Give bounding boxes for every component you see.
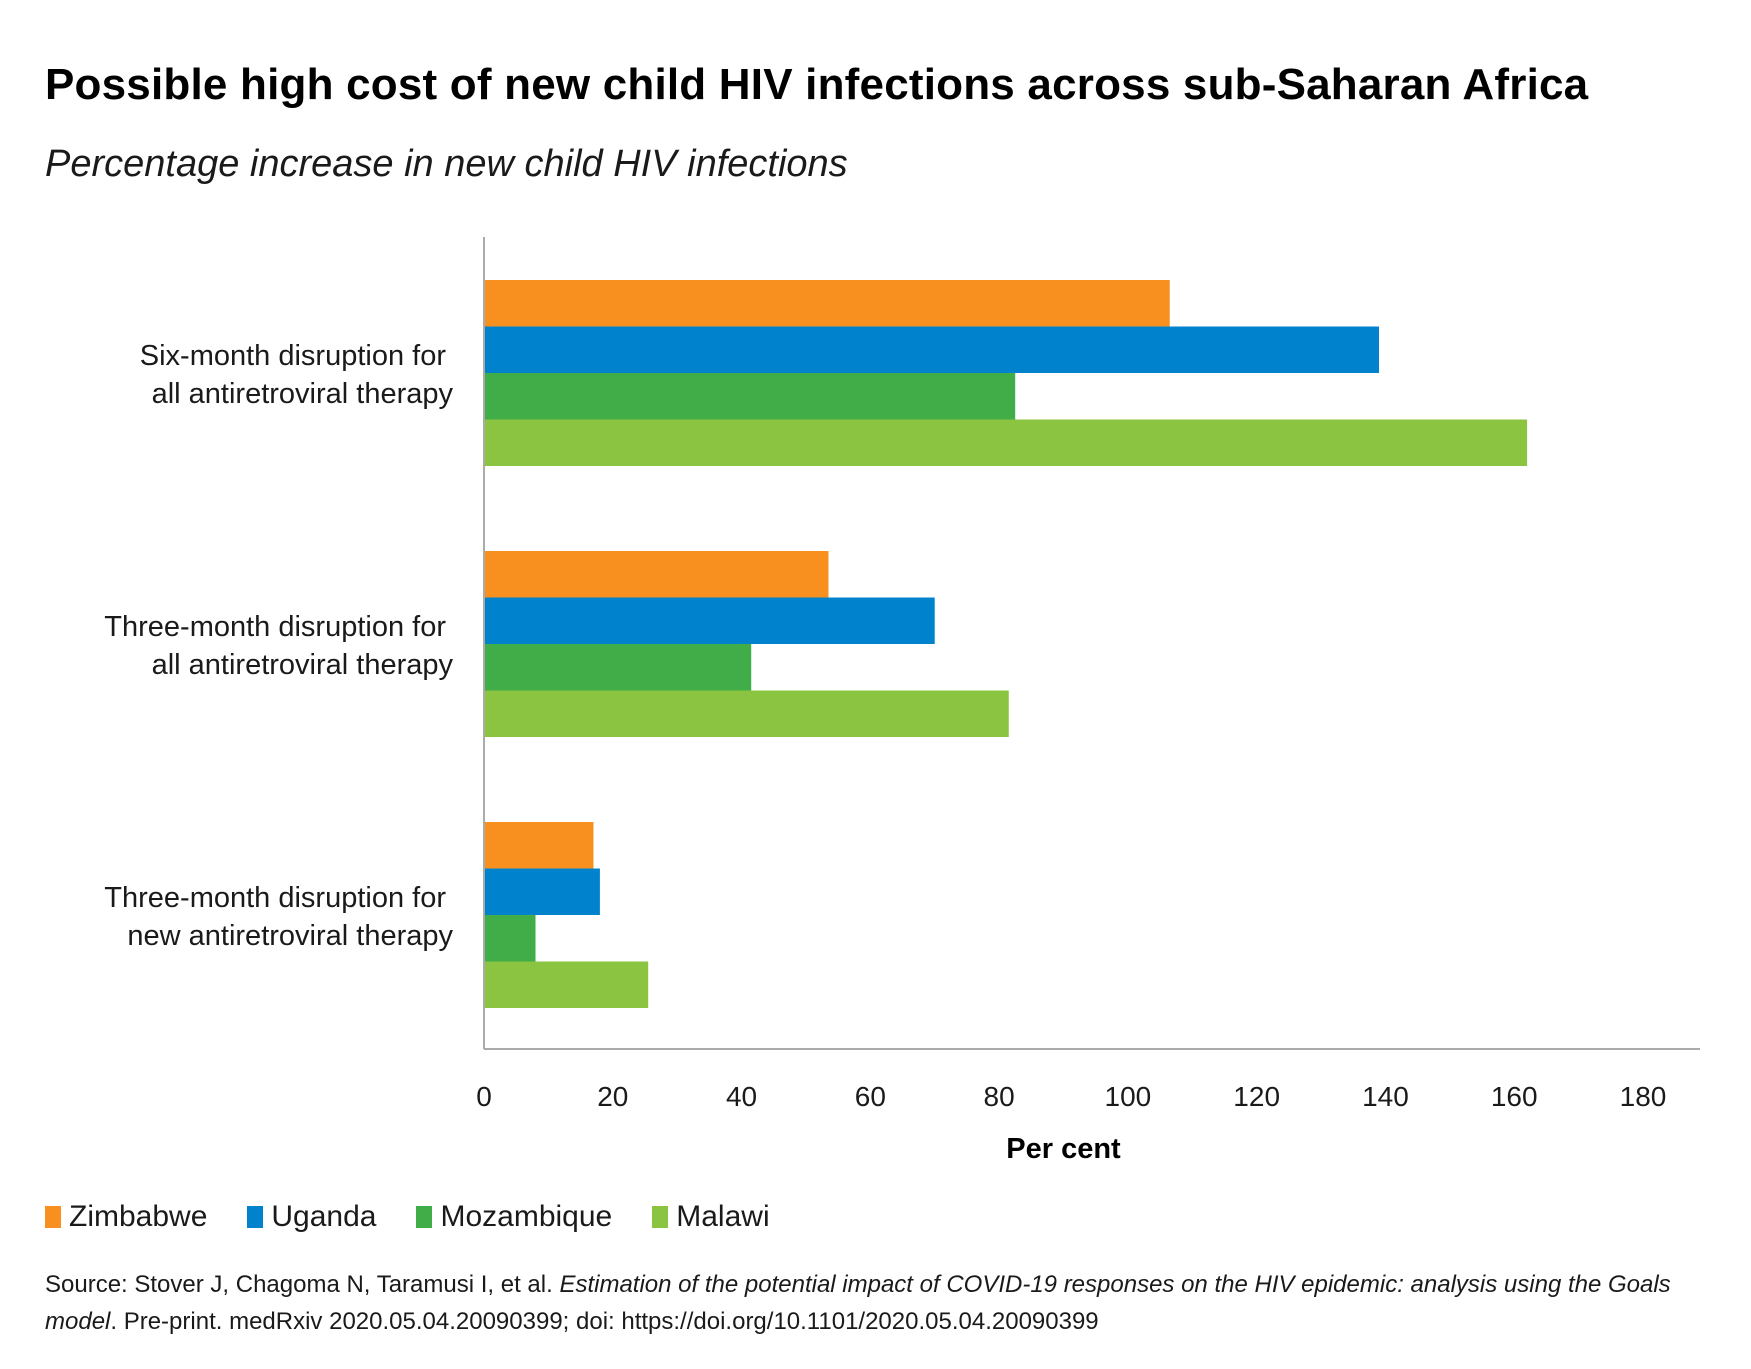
legend-swatch <box>416 1206 433 1228</box>
x-tick-label: 40 <box>726 1081 757 1112</box>
category-label-line: all antiretroviral therapy <box>152 378 454 410</box>
bar-malawi-1 <box>485 690 1009 737</box>
category-labels: Six-month disruption for all antiretrovir… <box>104 340 453 952</box>
source-title: Estimation of the potential impact of CO… <box>45 1271 1671 1335</box>
category-label-line: Three-month disruption for <box>104 611 446 643</box>
category-label: Three-month disruption for new antiretrov… <box>104 882 453 952</box>
x-tick-label: 60 <box>855 1081 886 1112</box>
bar-mozambique-2 <box>485 915 536 962</box>
x-axis-title: Per cent <box>1006 1133 1121 1165</box>
bar-malawi-2 <box>485 961 649 1008</box>
legend-label: Zimbabwe <box>69 1200 208 1233</box>
bar-uganda-1 <box>485 597 935 644</box>
category-label-line: new antiretroviral therapy <box>127 920 453 952</box>
x-tick-label: 140 <box>1362 1081 1409 1112</box>
bar-uganda-0 <box>485 326 1380 373</box>
legend-label: Malawi <box>676 1200 770 1233</box>
bar-zimbabwe-2 <box>485 822 594 869</box>
legend-item-mozambique: Mozambique <box>416 1200 612 1234</box>
source-note: Source: Stover J, Chagoma N, Taramusi I,… <box>45 1266 1725 1340</box>
category-label: Six-month disruption for all antiretrovir… <box>140 340 454 410</box>
x-tick-label: 100 <box>1105 1081 1152 1112</box>
legend-label: Uganda <box>271 1200 377 1233</box>
chart-title: Possible high cost of new child HIV infe… <box>45 60 1589 109</box>
category-label: Three-month disruption for all antiretrov… <box>104 611 453 681</box>
bar-malawi-0 <box>485 419 1528 466</box>
legend-item-zimbabwe: Zimbabwe <box>45 1200 207 1234</box>
legend-swatch <box>652 1206 669 1228</box>
legend-item-uganda: Uganda <box>247 1200 376 1234</box>
chart-subtitle: Percentage increase in new child HIV inf… <box>45 143 848 185</box>
category-label-line: Three-month disruption for <box>104 882 446 914</box>
source-prefix: Source: Stover J, Chagoma N, Taramusi I,… <box>45 1271 560 1298</box>
bar-uganda-2 <box>485 868 600 915</box>
category-label-line: all antiretroviral therapy <box>152 649 454 681</box>
bar-mozambique-1 <box>485 644 752 691</box>
legend-swatch <box>247 1206 264 1228</box>
x-tick-label: 160 <box>1491 1081 1538 1112</box>
bars-layer <box>485 280 1528 1008</box>
x-tick-label: 80 <box>984 1081 1015 1112</box>
x-tick-label: 180 <box>1620 1081 1667 1112</box>
legend-item-malawi: Malawi <box>652 1200 770 1234</box>
bar-mozambique-0 <box>485 373 1016 420</box>
bar-zimbabwe-1 <box>485 551 829 598</box>
category-label-line: Six-month disruption for <box>140 340 447 372</box>
legend-swatch <box>45 1206 61 1228</box>
x-tick-labels: 0 20 40 60 80 100 120 140 160 180 <box>476 1081 1666 1112</box>
x-tick-label: 20 <box>597 1081 628 1112</box>
legend-label: Mozambique <box>440 1200 613 1233</box>
bar-zimbabwe-0 <box>485 280 1170 327</box>
source-suffix: . Pre-print. medRxiv 2020.05.04.20090399… <box>110 1308 1099 1335</box>
legend: Zimbabwe Uganda Mozambique Malawi <box>45 1200 810 1234</box>
x-tick-label: 120 <box>1233 1081 1280 1112</box>
x-tick-label: 0 <box>476 1081 492 1112</box>
